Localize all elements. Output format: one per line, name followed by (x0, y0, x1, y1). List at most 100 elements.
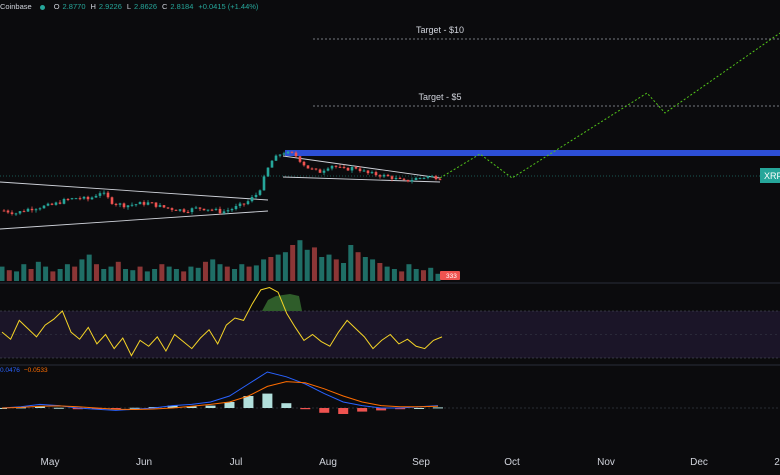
volume-bar (28, 269, 34, 281)
candle-body (138, 202, 142, 205)
candle-body (258, 190, 262, 195)
macd-histogram-bar (129, 407, 140, 409)
volume-bar (57, 269, 63, 281)
candle-body (314, 168, 318, 170)
macd-histogram-bar (186, 406, 197, 408)
candles-group (2, 150, 442, 216)
candle-body (170, 208, 174, 210)
macd-histogram-bar (338, 408, 349, 414)
volume-bar (108, 266, 114, 281)
candle-body (6, 210, 10, 213)
volume-bar (246, 266, 252, 281)
candle-body (350, 167, 354, 171)
volume-bar (435, 273, 441, 281)
volume-bar (123, 269, 129, 281)
candle-body (98, 193, 102, 196)
volume-bar (232, 269, 238, 281)
volume-bar (253, 265, 259, 281)
macd-histogram-bar (91, 408, 102, 410)
high-value: 2.9226 (98, 2, 122, 11)
candle-body (406, 179, 410, 182)
volume-bar (406, 264, 412, 281)
candle-body (378, 175, 382, 177)
candle-body (370, 172, 374, 174)
candle-body (226, 210, 230, 212)
candle-body (346, 167, 350, 171)
volume-bar (428, 267, 434, 281)
candle-body (270, 160, 274, 168)
volume-bar (72, 266, 78, 281)
candle-body (90, 197, 94, 200)
volume-tag-bg (440, 271, 460, 280)
macd-histogram-bar (433, 407, 443, 409)
volume-bar (341, 263, 347, 281)
candle-body (182, 209, 186, 212)
x-axis-label: 2 (774, 457, 780, 468)
candle-body (30, 208, 34, 211)
candle-body (366, 170, 370, 174)
volume-bar (64, 264, 70, 281)
volume-bar (195, 267, 201, 281)
candle-body (198, 207, 202, 209)
candle-body (414, 177, 418, 181)
candle-body (166, 207, 170, 209)
candle-body (94, 195, 98, 198)
candle-body (218, 208, 222, 214)
candle-body (74, 198, 78, 200)
x-axis-label: Nov (597, 457, 615, 468)
volume-group (0, 240, 441, 281)
volume-bar (333, 259, 339, 281)
volume-bar (0, 266, 5, 281)
candle-body (302, 161, 306, 166)
pennant-upper-line (282, 155, 441, 179)
candle-body (282, 153, 286, 155)
volume-bar (14, 271, 20, 281)
volume-bar (268, 257, 274, 281)
candle-body (310, 168, 314, 170)
macd-histogram-bar (262, 393, 273, 408)
candle-body (66, 199, 70, 201)
price-tag-bg (760, 168, 780, 183)
volume-bar (275, 254, 281, 281)
rsi-line (1, 286, 443, 357)
candle-body (114, 203, 118, 205)
volume-bar (399, 271, 405, 281)
wedge-lower-line (0, 210, 269, 230)
candle-body (158, 205, 162, 207)
volume-bar (159, 264, 165, 281)
volume-bar (137, 266, 143, 281)
open-key: O (53, 2, 60, 11)
candle-body (266, 167, 270, 177)
macd-histogram-bar (167, 405, 178, 408)
volume-bar (224, 266, 230, 281)
x-axis-label: Aug (319, 457, 337, 468)
volume-bar (261, 259, 267, 281)
candle-body (46, 203, 50, 206)
candle-body (394, 177, 398, 180)
candle-body (186, 211, 190, 213)
candle-body (230, 209, 234, 211)
candle-body (430, 176, 434, 178)
candle-body (410, 180, 414, 182)
candle-body (398, 177, 402, 179)
macd-histogram-bar (72, 408, 83, 410)
candle-body (334, 165, 338, 167)
candle-body (386, 174, 390, 177)
price-tag: XRP (764, 171, 780, 181)
x-axis-label: Sep (412, 457, 430, 468)
macd-histogram-bar (243, 396, 254, 408)
candle-body (262, 176, 266, 191)
high-key: H (90, 2, 96, 11)
macd-histogram-bar (414, 408, 425, 409)
candle-body (222, 211, 226, 214)
macd-histogram-bar (53, 407, 64, 409)
macd-header: 0.0476 −0.0533 (0, 366, 48, 376)
change-value: +0.0415 (+1.44%) (198, 2, 259, 11)
ohlc-header: Coinbase O 2.8770 H 2.9226 L 2.8626 C 2.8184… (0, 1, 260, 13)
volume-tag: 333 (446, 273, 457, 280)
volume-bar (166, 266, 172, 281)
volume-bar (362, 257, 368, 281)
candle-body (162, 205, 166, 208)
